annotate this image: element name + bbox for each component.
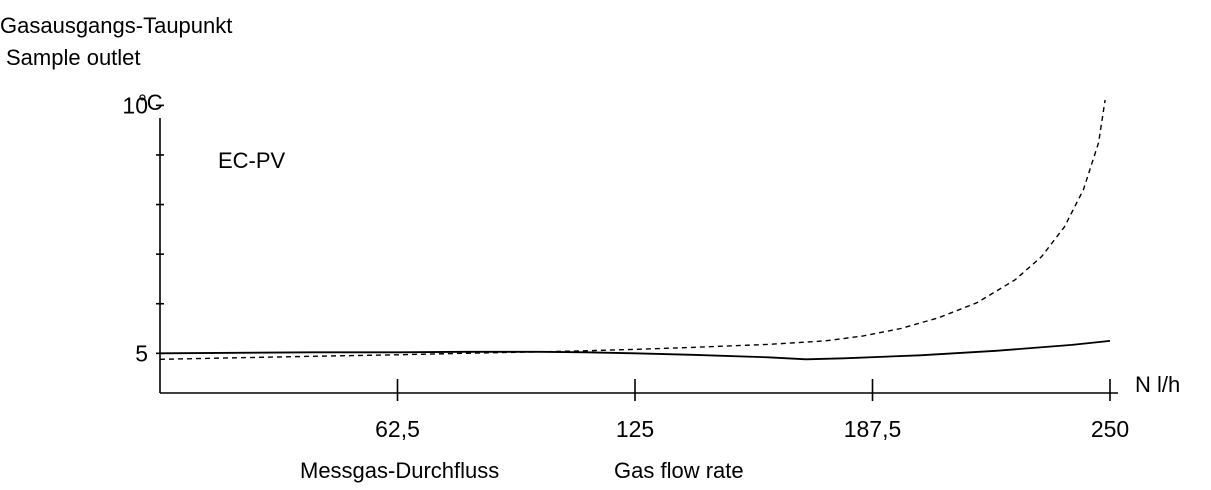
- solid-series-line: [159, 340, 1111, 361]
- y-tick-label: 10: [122, 92, 148, 118]
- x-axis-ticks: 62,5 125 187,5 250: [375, 379, 1129, 442]
- x-axis-label-german: Messgas-Durchfluss: [300, 458, 499, 483]
- curve-annotation: EC-PV: [218, 148, 286, 173]
- y-axis-ticks: 5 10: [122, 92, 164, 366]
- y-tick-label: 5: [135, 340, 148, 366]
- y-axis-unit: °C: [138, 90, 163, 115]
- series-layer: [159, 99, 1111, 361]
- x-tick-label: 125: [616, 416, 654, 442]
- dashed-series-line: [159, 99, 1106, 360]
- x-axis-unit: N l/h: [1135, 372, 1180, 397]
- x-tick-label: 62,5: [375, 416, 420, 442]
- x-tick-label: 187,5: [844, 416, 902, 442]
- chart-title-english: Sample outlet: [6, 45, 141, 70]
- chart-title-german: Gasausgangs-Taupunkt: [0, 13, 232, 38]
- x-axis-label-english: Gas flow rate: [614, 458, 744, 483]
- x-tick-label: 250: [1091, 416, 1129, 442]
